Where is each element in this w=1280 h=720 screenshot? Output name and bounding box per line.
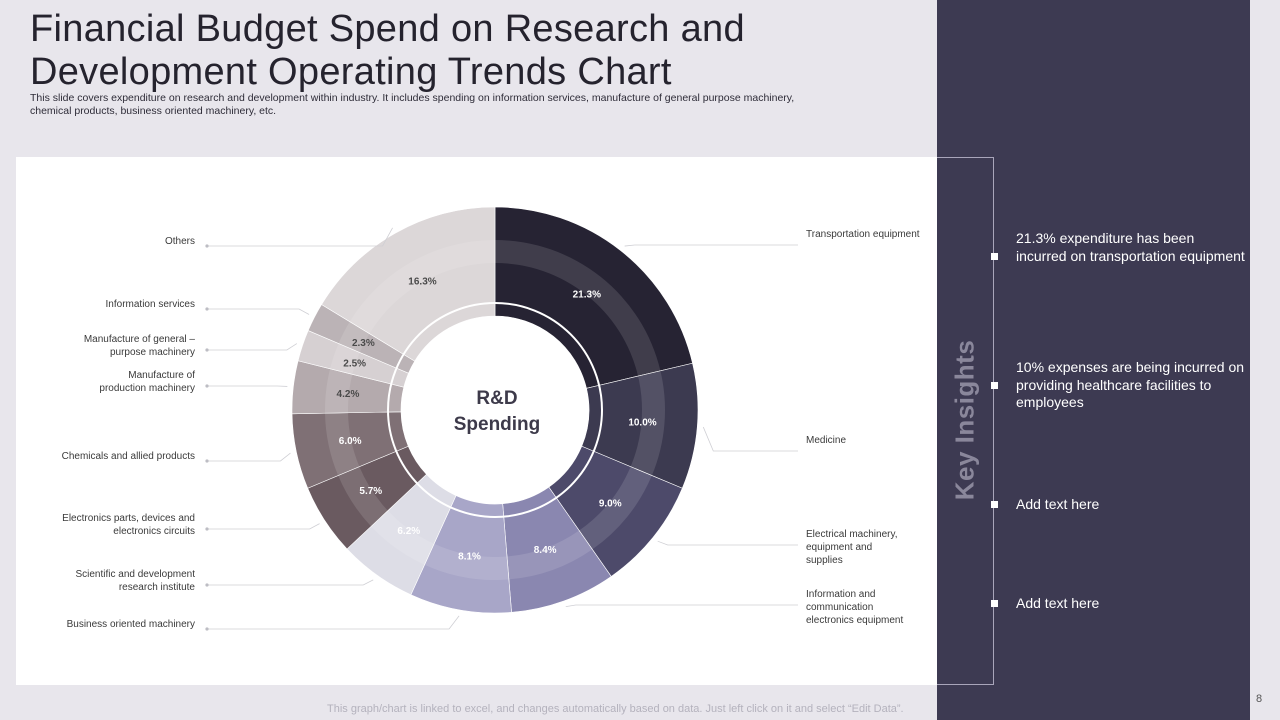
category-label: Information services [106, 299, 195, 310]
leader-line [565, 604, 798, 608]
donut-band [371, 510, 435, 565]
slice-value-label: 16.3% [408, 276, 436, 287]
insight-item-4[interactable]: Add text here [1016, 595, 1100, 611]
insight-item-1[interactable]: 21.3% expenditure has been incurred on t… [1016, 230, 1245, 264]
category-label: Medicine [806, 435, 846, 446]
leader-dot [205, 459, 209, 463]
leader-line [207, 308, 310, 315]
slice-value-label: 6.0% [339, 436, 362, 447]
donut-band [424, 543, 509, 580]
slice-value-label: 2.3% [352, 338, 375, 349]
category-label: Transportation equipment [806, 229, 920, 240]
slice-value-label: 8.1% [458, 551, 481, 562]
rd-spending-donut-chart[interactable]: 21.3% 10.0% 9.0% 8.4% 8.1% 6.2% 5.7% 6.0% 4.2% 2.… [16, 157, 937, 685]
category-label: Scientific and development research insti… [75, 569, 195, 593]
leader-line [207, 523, 320, 530]
leader-line [207, 615, 460, 630]
donut-band [349, 240, 495, 334]
key-insights-panel: Key Insights 21.3% expenditure has been … [937, 0, 1250, 720]
donut-band [330, 343, 360, 375]
leader-dot [205, 244, 209, 248]
leader-dot [205, 527, 209, 531]
leader-dot [205, 583, 209, 587]
leader-dot [205, 384, 209, 388]
insights-frame [937, 157, 994, 685]
donut-slice[interactable] [494, 206, 693, 389]
donut-band [338, 321, 370, 353]
donut-hole [408, 323, 582, 497]
leader-line [207, 579, 374, 586]
chart-center-title: Spending [454, 414, 541, 435]
insight-item-2[interactable]: 10% expenses are being incurred on provi… [1016, 359, 1245, 410]
category-label: Others [165, 236, 195, 247]
slice-value-label: 10.0% [628, 418, 656, 429]
leader-dot [205, 627, 209, 631]
leader-line [657, 540, 798, 546]
donut-band [630, 370, 666, 476]
insight-bullet-icon [991, 600, 998, 607]
slice-value-label: 4.2% [337, 389, 360, 400]
donut-band [495, 240, 661, 377]
category-label: Manufacture of production machinery [99, 370, 195, 394]
slice-value-label: 5.7% [359, 486, 382, 497]
donut-band [338, 466, 388, 527]
category-label: Chemicals and allied products [62, 451, 195, 462]
leader-line [624, 244, 798, 247]
insights-heading: Key Insights [949, 339, 980, 501]
donut-band [325, 412, 360, 476]
slice-value-label: 21.3% [573, 289, 601, 300]
donut-band [579, 466, 652, 550]
leader-line [702, 426, 798, 452]
donut-band [325, 368, 353, 414]
footer-note: This graph/chart is linked to excel, and… [327, 703, 904, 715]
leader-line [207, 227, 393, 247]
insight-bullet-icon [991, 501, 998, 508]
leader-line [207, 452, 291, 462]
category-label: Electronics parts, devices and electronic… [62, 513, 195, 537]
donut-band [506, 530, 593, 580]
slice-value-label: 2.5% [343, 358, 366, 369]
category-label: Business oriented machinery [67, 619, 195, 630]
donut-slice[interactable] [321, 206, 496, 362]
page-subtitle: This slide covers expenditure on researc… [30, 92, 795, 117]
donut-inner-ring [387, 302, 603, 518]
slice-value-label: 6.2% [397, 526, 420, 537]
category-label: Manufacture of general – purpose machiner… [84, 334, 196, 358]
insight-bullet-icon [991, 382, 998, 389]
page-number: 8 [1256, 693, 1263, 705]
chart-center-title: R&D [476, 388, 517, 409]
insight-bullet-icon [991, 253, 998, 260]
slice-value-label: 9.0% [599, 498, 622, 509]
leader-line [207, 343, 298, 351]
insight-item-3[interactable]: Add text here [1016, 496, 1100, 512]
leader-dot [205, 307, 209, 311]
slice-value-label: 8.4% [534, 545, 557, 556]
page-title: Financial Budget Spend on Research and D… [30, 8, 745, 93]
category-label: Electrical machinery, equipment and suppli… [806, 529, 898, 566]
category-label: Information and communication electronics … [806, 589, 903, 626]
leader-dot [205, 348, 209, 352]
chart-panel: 21.3% 10.0% 9.0% 8.4% 8.1% 6.2% 5.7% 6.0% 4.2% 2.… [16, 157, 937, 685]
